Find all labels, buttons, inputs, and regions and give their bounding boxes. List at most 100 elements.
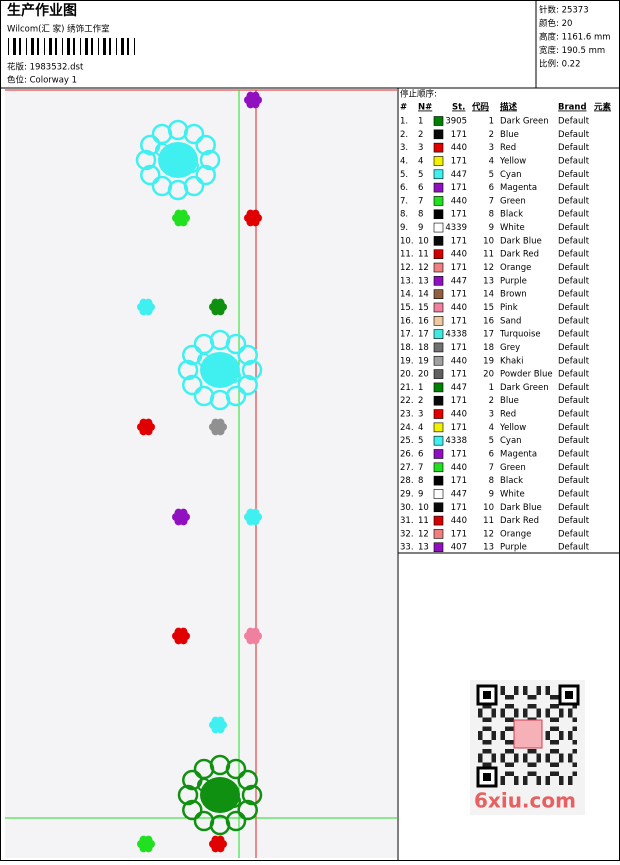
design-file: 花版: 1983532.dst [7, 62, 84, 73]
cell: 4 [418, 156, 423, 166]
cell: 4. [400, 156, 408, 166]
bar-stripe [8, 38, 9, 55]
cell: 447 [451, 170, 467, 180]
cell: 23. [400, 410, 414, 420]
motif-center [214, 423, 222, 431]
qr-cell [527, 704, 532, 709]
cell: Dark Red [500, 250, 539, 260]
motif-center [249, 214, 257, 222]
cell: Sand [500, 316, 521, 326]
cell: 447 [451, 276, 467, 286]
cell: 7 [418, 196, 423, 206]
color-swatch [433, 249, 444, 259]
cell: 1 [418, 117, 423, 127]
cell: 171 [451, 183, 467, 193]
cell: 19. [400, 356, 414, 366]
cell: 12 [418, 529, 429, 539]
qr-cell [487, 717, 492, 722]
cell: 11 [483, 250, 494, 260]
qr-cell [509, 762, 514, 767]
qr-cell [491, 753, 496, 758]
cell: 15 [483, 303, 494, 313]
cell: Default [558, 356, 590, 366]
cell: 171 [451, 156, 467, 166]
flower-scallop [151, 175, 173, 197]
qr-cell [536, 780, 541, 785]
cell: 21. [400, 383, 414, 393]
qr-cell [527, 695, 532, 700]
cell: 13 [483, 543, 494, 553]
motif-center [214, 721, 222, 729]
cell: 11 [418, 516, 429, 526]
cell: 407 [451, 543, 467, 553]
cell: 5 [489, 170, 494, 180]
cell: Default [558, 410, 590, 420]
cell: Orange [500, 263, 531, 273]
qr-cell [559, 780, 564, 785]
cell: Khaki [500, 356, 523, 366]
cell: 17 [483, 330, 494, 340]
qr-cell [509, 740, 514, 745]
qr-cell [550, 695, 555, 700]
qr-cell [482, 726, 487, 731]
qr-cell [491, 735, 496, 740]
cell: 6 [489, 183, 494, 193]
motif-center [214, 840, 222, 848]
cell: Default [558, 436, 590, 446]
color-swatch [433, 355, 444, 366]
qr-cell [568, 753, 573, 758]
cell: 18. [400, 343, 414, 353]
motif-center [142, 303, 150, 311]
bar-stripe [62, 38, 63, 55]
cell: 16 [418, 316, 429, 326]
cell: 447 [451, 383, 467, 393]
qr-cell [559, 713, 564, 718]
bar-stripe [49, 38, 52, 55]
qr-finder [565, 691, 573, 699]
qr-cell [523, 780, 528, 785]
qr-cell [491, 731, 496, 736]
cell: 171 [451, 396, 467, 406]
qr-cell [523, 758, 528, 763]
color-swatch [433, 315, 444, 326]
qr-cell [514, 776, 519, 781]
qr-cell [500, 686, 505, 691]
flower-scallop [241, 359, 263, 381]
qr-cell [550, 704, 555, 709]
qr-cell [523, 708, 528, 713]
qr-cell [514, 686, 519, 691]
cell: Default [558, 210, 590, 220]
qr-cell [545, 776, 550, 781]
cell: Green [500, 463, 526, 473]
cell: 440 [451, 143, 467, 153]
cell: Red [500, 410, 516, 420]
cell: 2 [418, 130, 423, 140]
qr-cell [478, 713, 483, 718]
cell: 28. [400, 476, 414, 486]
cell: White [500, 489, 525, 499]
cell: 440 [451, 196, 467, 206]
cell: 171 [451, 290, 467, 300]
cell: Default [558, 196, 590, 206]
cell: 5. [400, 170, 408, 180]
cell: 13 [483, 276, 494, 286]
bar-stripe [13, 38, 16, 55]
cell: 171 [451, 423, 467, 433]
qr-cell [550, 771, 555, 776]
qr-cell [559, 776, 564, 781]
qr-cell [572, 704, 577, 709]
cell: Default [558, 236, 590, 246]
cell: 20 [418, 370, 429, 380]
qr-cell [505, 695, 510, 700]
column-header: 代码 [471, 102, 490, 113]
cell: 10 [483, 236, 494, 246]
cell: 9 [418, 489, 423, 499]
cell: 171 [451, 343, 467, 353]
cell: Brown [500, 290, 527, 300]
color-swatch [433, 529, 444, 539]
cell: Dark Green [500, 117, 549, 127]
cell: 8 [489, 476, 494, 486]
cell: Default [558, 476, 590, 486]
flower-swirl [197, 778, 211, 792]
